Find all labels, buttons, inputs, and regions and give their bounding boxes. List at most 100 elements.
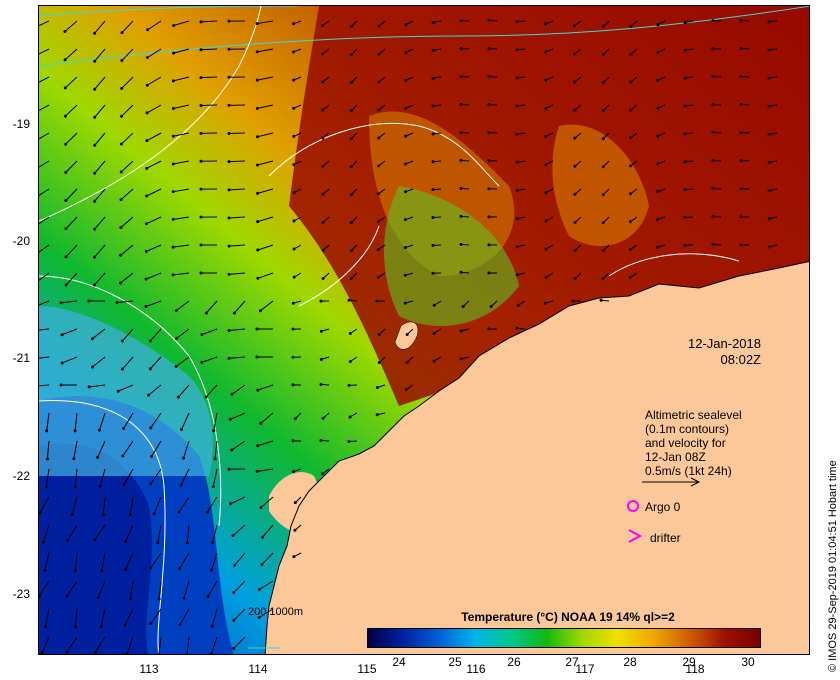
- velocity-arrow: [39, 76, 50, 83]
- velocity-arrow: [146, 132, 162, 142]
- velocity-arrow-head: [544, 78, 548, 82]
- velocity-arrow-head: [211, 540, 215, 544]
- velocity-arrow-head: [210, 568, 214, 572]
- velocity-arrow: [146, 104, 162, 114]
- velocity-arrow: [149, 328, 162, 342]
- velocity-arrow: [64, 76, 78, 89]
- lat-tick-20: -20: [12, 234, 30, 248]
- velocity-arrow: [151, 440, 162, 457]
- velocity-arrow-head: [711, 130, 715, 134]
- velocity-arrow: [210, 636, 218, 654]
- velocity-arrow: [42, 524, 50, 543]
- velocity-arrow: [73, 440, 78, 459]
- velocity-arrow-head: [459, 357, 463, 361]
- velocity-arrow-head: [404, 23, 408, 27]
- colorbar-tick-24: 24: [392, 655, 406, 669]
- velocity-arrow-head: [711, 75, 715, 79]
- velocity-arrow-head: [321, 276, 325, 280]
- velocity-arrow-head: [321, 52, 325, 56]
- velocity-arrow-head: [40, 652, 44, 654]
- velocity-arrow: [97, 440, 106, 458]
- velocity-arrow-head: [487, 103, 491, 107]
- velocity-arrow-head: [573, 108, 577, 112]
- velocity-arrow-head: [255, 78, 259, 82]
- velocity-arrow: [102, 496, 106, 515]
- velocity-arrow-head: [171, 245, 175, 249]
- velocity-arrow: [201, 356, 218, 363]
- velocity-arrow: [178, 496, 190, 513]
- velocity-arrow-head: [431, 21, 435, 25]
- cool-band: [39, 306, 213, 476]
- velocity-arrow-head: [90, 365, 94, 369]
- velocity-arrow-head: [227, 132, 231, 136]
- velocity-arrow-head: [227, 329, 231, 333]
- velocity-arrow: [94, 244, 106, 258]
- velocity-arrow: [228, 188, 246, 191]
- velocity-arrow-head: [233, 563, 237, 567]
- velocity-arrow-head: [487, 215, 491, 219]
- isobath-1000: [39, 6, 300, 17]
- velocity-arrow-head: [321, 472, 325, 476]
- velocity-arrow-head: [293, 417, 297, 421]
- velocity-arrow: [129, 496, 134, 515]
- velocity-arrow: [67, 524, 78, 541]
- velocity-arrow-head: [292, 555, 296, 559]
- velocity-arrow: [173, 132, 190, 137]
- velocity-arrow-head: [431, 243, 435, 247]
- colorbar-tick-28: 28: [623, 655, 637, 669]
- velocity-arrow: [229, 244, 246, 247]
- sst-map[interactable]: 12-Jan-2018 08:02Z Altimetric sealevel (…: [38, 5, 810, 655]
- velocity-arrow: [65, 132, 78, 145]
- velocity-arrow-head: [349, 53, 353, 57]
- velocity-arrow: [145, 300, 162, 307]
- velocity-arrow-head: [683, 20, 687, 24]
- velocity-arrow-head: [128, 597, 132, 601]
- lat-tick-23: -23: [12, 587, 30, 601]
- velocity-arrow-head: [349, 193, 353, 197]
- velocity-arrow: [260, 300, 274, 312]
- velocity-arrow: [257, 104, 274, 109]
- velocity-arrow-head: [98, 484, 102, 488]
- velocity-arrow-head: [256, 276, 260, 280]
- velocity-arrow-head: [544, 247, 548, 251]
- velocity-arrow-head: [711, 186, 715, 190]
- velocity-arrow-head: [321, 80, 325, 84]
- velocity-arrow-head: [144, 305, 148, 309]
- velocity-arrow: [94, 160, 106, 174]
- date-line: 12-Jan-2018: [688, 336, 761, 351]
- velocity-arrow: [126, 636, 134, 654]
- green-filament: [384, 186, 519, 326]
- velocity-arrow-head: [199, 20, 203, 24]
- velocity-arrow-head: [405, 360, 409, 364]
- velocity-arrow-head: [204, 311, 208, 315]
- velocity-arrow-head: [205, 510, 209, 514]
- velocity-arrow-head: [199, 271, 203, 275]
- velocity-arrow-head: [375, 385, 379, 389]
- velocity-arrow-head: [65, 650, 69, 654]
- velocity-arrow-head: [120, 86, 124, 90]
- velocity-arrow-head: [60, 361, 64, 365]
- colorbar-tick-27: 27: [565, 655, 579, 669]
- velocity-arrow-head: [122, 426, 126, 430]
- velocity-arrow-head: [459, 47, 463, 51]
- velocity-arrow: [150, 412, 162, 429]
- velocity-arrow-head: [656, 51, 660, 55]
- velocity-arrow: [39, 160, 50, 168]
- velocity-arrow-head: [573, 24, 577, 28]
- velocity-arrow: [150, 552, 162, 569]
- lon-tick-114: 114: [248, 662, 268, 676]
- velocity-arrow-head: [487, 46, 491, 50]
- velocity-arrow-head: [93, 171, 97, 175]
- velocity-arrow-head: [41, 540, 45, 544]
- velocity-arrow-head: [199, 103, 203, 107]
- velocity-arrow: [173, 160, 190, 165]
- velocity-arrow-head: [171, 134, 175, 138]
- velocity-arrow-head: [93, 143, 97, 147]
- velocity-arrow-head: [739, 18, 743, 22]
- velocity-arrow-head: [739, 215, 743, 219]
- lat-tick-22: -22: [12, 469, 30, 483]
- velocity-arrow: [94, 76, 106, 90]
- velocity-arrow: [94, 272, 106, 286]
- velocity-arrow-head: [146, 28, 150, 32]
- velocity-arrow-head: [145, 194, 149, 198]
